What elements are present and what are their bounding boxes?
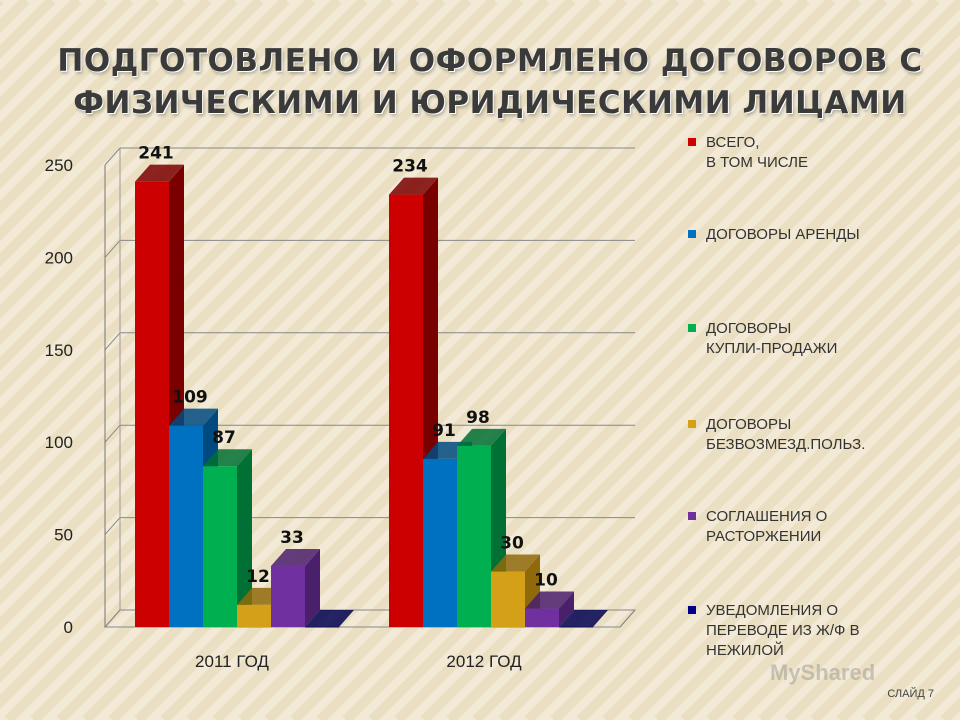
data-label: 87 <box>212 428 236 448</box>
legend-label: ДОГОВОРЫ БЕЗВОЗМЕЗД.ПОЛЬЗ. <box>706 416 866 453</box>
title-line-2: ФИЗИЧЕСКИМИ И ЮРИДИЧЕСКИМИ ЛИЦАМИ <box>73 85 907 121</box>
legend-swatch <box>688 420 696 428</box>
legend-label: СОГЛАШЕНИЯ О РАСТОРЖЕНИИ <box>706 508 828 545</box>
x-category-label: 2011 ГОД <box>195 652 269 671</box>
legend-label: ВСЕГО, В ТОМ ЧИСЛЕ <box>706 134 808 171</box>
bar <box>525 591 574 627</box>
data-label: 91 <box>432 421 456 441</box>
watermark-text: MyShared <box>770 660 876 685</box>
legend-label: ДОГОВОРЫ КУПЛИ-ПРОДАЖИ <box>706 320 838 357</box>
data-label: 10 <box>534 571 558 591</box>
bar <box>305 610 354 628</box>
x-category-label: 2012 ГОД <box>446 652 522 671</box>
y-tick-label: 200 <box>45 248 73 267</box>
bar <box>135 164 184 627</box>
slide-title: ПОДГОТОВЛЕНО И ОФОРМЛЕНО ДОГОВОРОВ С ФИЗ… <box>40 40 940 124</box>
legend-swatch <box>688 606 696 614</box>
bar <box>271 549 320 627</box>
data-label: 33 <box>280 528 304 548</box>
slide-number: СЛАЙД 7 <box>887 688 934 700</box>
bar <box>559 610 608 628</box>
y-tick-label: 50 <box>54 526 73 545</box>
y-tick-label: 250 <box>45 156 73 175</box>
data-label: 241 <box>138 144 174 164</box>
y-tick-label: 0 <box>64 618 73 637</box>
title-line-1: ПОДГОТОВЛЕНО И ОФОРМЛЕНО ДОГОВОРОВ С <box>57 43 923 79</box>
bar <box>203 449 252 627</box>
y-tick-label: 100 <box>45 433 73 452</box>
data-label: 109 <box>172 388 208 408</box>
legend-label: УВЕДОМЛЕНИЯ О ПЕРЕВОДЕ ИЗ Ж/Ф В НЕЖИЛОЙ <box>706 602 860 659</box>
data-label: 234 <box>392 157 428 177</box>
legend-swatch <box>688 324 696 332</box>
watermark-logo: MyShared <box>770 660 875 686</box>
data-label: 98 <box>466 408 490 428</box>
legend-swatch <box>688 230 696 238</box>
y-tick-label: 150 <box>45 341 73 360</box>
data-label: 12 <box>246 567 270 587</box>
data-label: 30 <box>500 534 524 554</box>
legend-swatch <box>688 512 696 520</box>
legend-label: ДОГОВОРЫ АРЕНДЫ <box>706 226 860 243</box>
legend-swatch <box>688 138 696 146</box>
